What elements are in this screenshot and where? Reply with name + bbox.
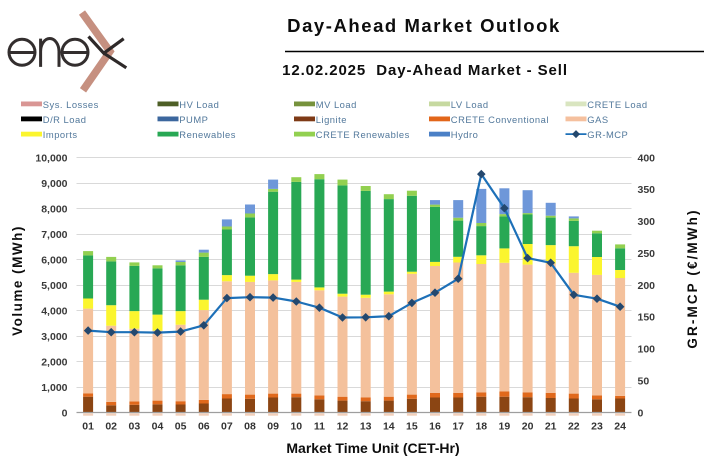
svg-text:11: 11 <box>314 421 325 433</box>
svg-text:0: 0 <box>62 407 68 419</box>
svg-text:150: 150 <box>638 312 656 324</box>
svg-text:CRETE Renewables: CRETE Renewables <box>316 129 410 140</box>
svg-text:09: 09 <box>267 421 279 433</box>
svg-text:16: 16 <box>429 421 441 433</box>
svg-text:GR-MCP: GR-MCP <box>587 129 628 140</box>
svg-text:2,000: 2,000 <box>41 356 67 368</box>
svg-text:Day-Ahead Market Outlook: Day-Ahead Market Outlook <box>287 15 561 36</box>
svg-text:07: 07 <box>221 421 233 433</box>
svg-text:LV Load: LV Load <box>451 99 489 110</box>
svg-text:CRETE Conventional: CRETE Conventional <box>451 114 549 125</box>
svg-text:03: 03 <box>129 421 141 433</box>
svg-text:8,000: 8,000 <box>41 203 67 215</box>
svg-text:Market Time Unit (CET-Hr): Market Time Unit (CET-Hr) <box>286 440 459 456</box>
svg-text:400: 400 <box>638 152 656 164</box>
svg-text:200: 200 <box>638 280 656 292</box>
svg-text:1,000: 1,000 <box>41 382 67 394</box>
svg-text:350: 350 <box>638 184 656 196</box>
svg-text:PUMP: PUMP <box>179 114 208 125</box>
svg-text:21: 21 <box>545 421 557 433</box>
svg-text:0: 0 <box>638 407 644 419</box>
svg-text:9,000: 9,000 <box>41 178 67 190</box>
svg-text:300: 300 <box>638 216 656 228</box>
svg-text:06: 06 <box>198 421 210 433</box>
svg-text:04: 04 <box>152 421 164 433</box>
svg-text:Lignite: Lignite <box>316 114 347 125</box>
svg-text:08: 08 <box>244 421 256 433</box>
svg-text:Hydro: Hydro <box>451 129 479 140</box>
svg-text:10,000: 10,000 <box>35 152 67 164</box>
svg-text:CRETE Load: CRETE Load <box>587 99 647 110</box>
svg-text:17: 17 <box>452 421 464 433</box>
svg-text:18: 18 <box>475 421 487 433</box>
svg-text:24: 24 <box>614 421 626 433</box>
svg-text:10: 10 <box>290 421 302 433</box>
svg-text:19: 19 <box>499 421 511 433</box>
svg-text:Imports: Imports <box>43 129 78 140</box>
svg-text:Volume (MWh): Volume (MWh) <box>10 225 25 336</box>
svg-text:23: 23 <box>591 421 603 433</box>
svg-text:50: 50 <box>638 375 650 387</box>
svg-text:HV Load: HV Load <box>179 99 219 110</box>
svg-text:6,000: 6,000 <box>41 254 67 266</box>
svg-text:01: 01 <box>82 421 94 433</box>
svg-text:14: 14 <box>383 421 395 433</box>
svg-text:GR-MCP (€/MWh): GR-MCP (€/MWh) <box>685 208 700 348</box>
svg-text:12.02.2025 Day-Ahead Market -: 12.02.2025 Day-Ahead Market - Sell <box>282 62 568 79</box>
svg-text:GAS: GAS <box>587 114 608 125</box>
svg-text:7,000: 7,000 <box>41 229 67 241</box>
svg-text:4,000: 4,000 <box>41 305 67 317</box>
svg-text:250: 250 <box>638 248 656 260</box>
svg-text:D/R Load: D/R Load <box>43 114 87 125</box>
svg-text:02: 02 <box>105 421 117 433</box>
svg-text:MV Load: MV Load <box>316 99 357 110</box>
svg-text:12: 12 <box>337 421 349 433</box>
svg-text:100: 100 <box>638 344 656 356</box>
svg-text:Sys. Losses: Sys. Losses <box>43 99 99 110</box>
svg-text:Renewables: Renewables <box>179 129 236 140</box>
svg-text:15: 15 <box>406 421 418 433</box>
svg-text:5,000: 5,000 <box>41 280 67 292</box>
svg-text:3,000: 3,000 <box>41 331 67 343</box>
svg-text:20: 20 <box>522 421 534 433</box>
svg-text:22: 22 <box>568 421 580 433</box>
svg-text:13: 13 <box>360 421 372 433</box>
svg-text:05: 05 <box>175 421 187 433</box>
